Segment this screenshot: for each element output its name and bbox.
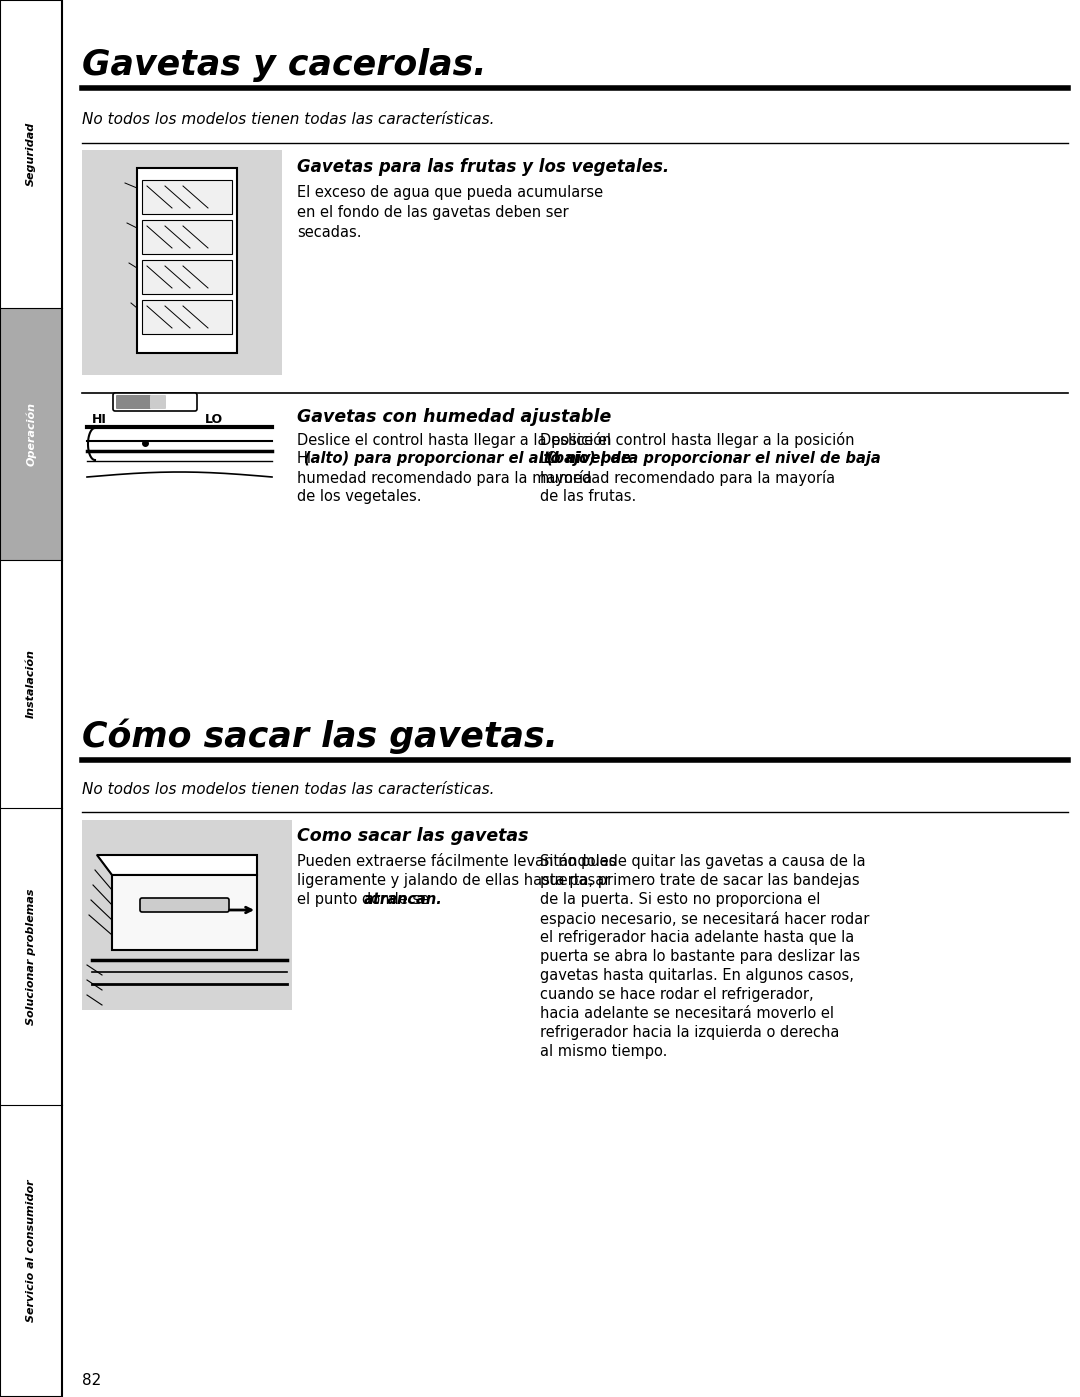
Bar (141, 300, 232, 334)
Bar (0, 307, 62, 560)
Text: Instalación: Instalación (26, 650, 36, 718)
Text: (alto) para proporcionar el alto nivel de: (alto) para proporcionar el alto nivel d… (305, 451, 632, 467)
Text: de la puerta. Si esto no proporciona el: de la puerta. Si esto no proporciona el (540, 893, 821, 907)
Text: puerta se abra lo bastante para deslizar las: puerta se abra lo bastante para deslizar… (540, 949, 860, 964)
Text: El exceso de agua que pueda acumularse: El exceso de agua que pueda acumularse (297, 184, 603, 200)
Bar (0, 1105, 62, 1397)
FancyBboxPatch shape (113, 393, 197, 411)
Text: Solucionar problemas: Solucionar problemas (26, 888, 36, 1025)
Polygon shape (97, 855, 257, 875)
Text: Operación: Operación (26, 402, 37, 467)
FancyBboxPatch shape (140, 898, 229, 912)
FancyBboxPatch shape (116, 395, 153, 409)
Text: Pueden extraerse fácilmente levantándolas: Pueden extraerse fácilmente levantándola… (297, 854, 617, 869)
Text: ligeramente y jalando de ellas hasta pasar: ligeramente y jalando de ellas hasta pas… (297, 873, 610, 888)
Text: hacia adelante se necesitará moverlo el: hacia adelante se necesitará moverlo el (540, 1006, 834, 1021)
Bar (82, 820, 292, 1010)
Text: al mismo tiempo.: al mismo tiempo. (540, 1044, 667, 1059)
Text: Gavetas y cacerolas.: Gavetas y cacerolas. (82, 47, 486, 82)
Text: No todos los modelos tienen todas las características.: No todos los modelos tienen todas las ca… (82, 112, 495, 127)
Bar (0, 560, 62, 807)
Text: Gavetas con humedad ajustable: Gavetas con humedad ajustable (297, 408, 611, 426)
Text: el refrigerador hacia adelante hasta que la: el refrigerador hacia adelante hasta que… (540, 930, 854, 944)
Text: (bajo) para proporcionar el nivel de baja: (bajo) para proporcionar el nivel de baj… (548, 451, 881, 467)
Text: LO: LO (205, 414, 224, 426)
Text: refrigerador hacia la izquierda o derecha: refrigerador hacia la izquierda o derech… (540, 1025, 839, 1039)
Text: cuando se hace rodar el refrigerador,: cuando se hace rodar el refrigerador, (540, 988, 813, 1002)
Text: atrancan.: atrancan. (364, 893, 443, 907)
Text: HI: HI (297, 451, 312, 467)
Text: Seguridad: Seguridad (26, 122, 36, 186)
Text: Si no puede quitar las gavetas a causa de la: Si no puede quitar las gavetas a causa d… (540, 854, 866, 869)
Bar (0, 0, 62, 1397)
Bar (0, 0, 72, 1397)
Text: No todos los modelos tienen todas las características.: No todos los modelos tienen todas las ca… (82, 782, 495, 798)
Text: LO: LO (540, 451, 559, 467)
Text: Deslice el control hasta llegar a la posición: Deslice el control hasta llegar a la pos… (540, 432, 854, 448)
Bar (82, 149, 282, 374)
Text: espacio necesario, se necesitará hacer rodar: espacio necesario, se necesitará hacer r… (540, 911, 869, 928)
Polygon shape (112, 875, 257, 950)
Bar (137, 168, 237, 353)
Text: en el fondo de las gavetas deben ser: en el fondo de las gavetas deben ser (297, 205, 569, 219)
Text: Servicio al consumidor: Servicio al consumidor (26, 1179, 36, 1323)
Bar (0, 0, 62, 307)
Text: de los vegetales.: de los vegetales. (297, 489, 421, 504)
Text: humedad recomendado para la mayoría: humedad recomendado para la mayoría (540, 469, 835, 486)
Text: 82: 82 (82, 1373, 102, 1389)
Text: puerta, primero trate de sacar las bandejas: puerta, primero trate de sacar las bande… (540, 873, 860, 888)
FancyBboxPatch shape (150, 395, 166, 409)
Text: HI: HI (92, 414, 107, 426)
Text: el punto donde se: el punto donde se (297, 893, 434, 907)
Text: Como sacar las gavetas: Como sacar las gavetas (297, 827, 528, 845)
Bar (141, 260, 232, 293)
Bar (0, 807, 62, 1105)
Text: secadas.: secadas. (297, 225, 362, 240)
Bar (141, 180, 232, 214)
Bar (141, 219, 232, 254)
Text: de las frutas.: de las frutas. (540, 489, 636, 504)
Text: gavetas hasta quitarlas. En algunos casos,: gavetas hasta quitarlas. En algunos caso… (540, 968, 854, 983)
Text: Gavetas para las frutas y los vegetales.: Gavetas para las frutas y los vegetales. (297, 158, 670, 176)
Text: Cómo sacar las gavetas.: Cómo sacar las gavetas. (82, 718, 558, 753)
Text: Deslice el control hasta llegar a la posición: Deslice el control hasta llegar a la pos… (297, 432, 611, 448)
Text: humedad recomendado para la mayoría: humedad recomendado para la mayoría (297, 469, 592, 486)
